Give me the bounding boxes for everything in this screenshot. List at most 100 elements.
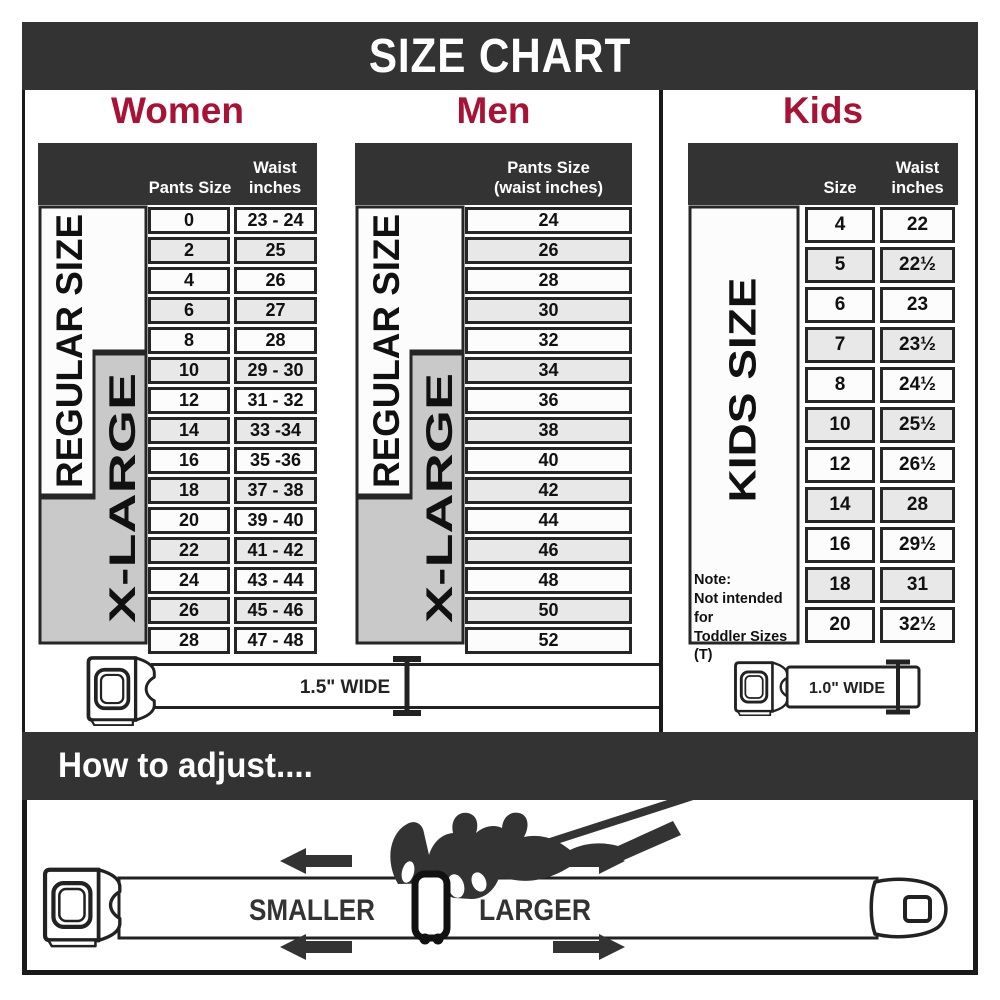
men-size-table: Pants Size (waist inches) REGULAR SIZE X… [355, 143, 632, 654]
table-row: 48 [465, 565, 632, 595]
women-col-waist: Waist inches [248, 159, 302, 198]
table-row: 0 23 - 24 [148, 205, 317, 235]
table-row: 26 45 - 46 [148, 595, 317, 625]
table-cell: 20 [148, 506, 230, 534]
table-cell: 50 [465, 596, 632, 624]
adjustment-illustration-panel: SMALLER LARGER [22, 790, 978, 975]
belt-adjuster-icon [411, 870, 451, 945]
table-cell: 2 [148, 236, 230, 264]
size-tables-panel: Women Men Pants Size Waist inches REGULA… [22, 90, 978, 732]
kids-panel: Kids Size Waist inches KIDS SIZE Note: N… [663, 90, 975, 732]
table-cell: 28 [880, 487, 955, 523]
women-regular-size-label: REGULAR SIZE [49, 214, 90, 488]
table-cell: 28 [148, 626, 230, 654]
table-row: 7 23½ [805, 325, 955, 365]
table-row: 12 26½ [805, 445, 955, 485]
men-table-header: Pants Size (waist inches) [355, 143, 632, 205]
table-cell: 23 - 24 [234, 206, 317, 234]
men-size-range-labels: REGULAR SIZE X-LARGE [355, 205, 465, 645]
table-row: 18 37 - 38 [148, 475, 317, 505]
seatbelt-buckle-icon [45, 870, 120, 946]
table-row: 32 [465, 325, 632, 355]
larger-label: LARGER [479, 894, 591, 927]
table-cell: 7 [805, 327, 875, 363]
table-row: 4 22 [805, 205, 955, 245]
kids-section-title: Kids [782, 90, 864, 131]
table-cell: 18 [148, 476, 230, 504]
table-cell: 26½ [880, 447, 955, 483]
table-cell: 16 [148, 446, 230, 474]
kids-table-header: Size Waist inches [688, 143, 958, 205]
table-cell: 20 [805, 607, 875, 643]
table-row: 38 [465, 415, 632, 445]
table-cell: 32 [465, 326, 632, 354]
table-cell: 5 [805, 247, 875, 283]
table-row: 12 31 - 32 [148, 385, 317, 415]
table-cell: 18 [805, 567, 875, 603]
table-row: 22 41 - 42 [148, 535, 317, 565]
table-cell: 22½ [880, 247, 955, 283]
table-cell: 4 [148, 266, 230, 294]
table-cell: 6 [805, 287, 875, 323]
table-cell: 29 - 30 [234, 356, 317, 384]
table-row: 28 [465, 265, 632, 295]
table-cell: 31 [880, 567, 955, 603]
table-cell: 22 [148, 536, 230, 564]
fingernail-highlight [447, 874, 465, 898]
how-to-adjust-band: How to adjust.... [22, 732, 978, 800]
table-row: 40 [465, 445, 632, 475]
table-cell: 14 [148, 416, 230, 444]
smaller-label: SMALLER [249, 894, 375, 927]
width-measure-icon [886, 659, 910, 715]
table-row: 5 22½ [805, 245, 955, 285]
table-cell: 8 [805, 367, 875, 403]
table-cell: 26 [234, 266, 317, 294]
table-cell: 10 [805, 407, 875, 443]
table-cell: 31 - 32 [234, 386, 317, 414]
table-cell: 30 [465, 296, 632, 324]
table-row: 8 28 [148, 325, 317, 355]
kids-size-label: KIDS SIZE [722, 278, 764, 503]
table-cell: 26 [148, 596, 230, 624]
table-cell: 4 [805, 207, 875, 243]
table-row: 6 23 [805, 285, 955, 325]
table-cell: 33 -34 [234, 416, 317, 444]
kids-col-waist: Waist inches [891, 159, 944, 198]
men-regular-size-label: REGULAR SIZE [366, 214, 407, 488]
women-size-table: Pants Size Waist inches REGULAR SIZE X-L… [38, 143, 317, 654]
table-cell: 12 [148, 386, 230, 414]
table-row: 16 29½ [805, 525, 955, 565]
table-cell: 25½ [880, 407, 955, 443]
table-row: 46 [465, 535, 632, 565]
how-to-adjust-heading: How to adjust.... [58, 746, 313, 785]
table-row: 24 43 - 44 [148, 565, 317, 595]
table-cell: 28 [234, 326, 317, 354]
width-measure-icon [393, 656, 421, 716]
table-cell: 24 [465, 206, 632, 234]
seatbelt-buckle-icon [86, 656, 157, 726]
adult-belt-illustration: 1.5" WIDE [86, 656, 659, 726]
table-cell: 26 [465, 236, 632, 264]
table-cell: 43 - 44 [234, 566, 317, 594]
table-row: 52 [465, 625, 632, 655]
women-table-header: Pants Size Waist inches [38, 143, 317, 205]
table-row: 34 [465, 355, 632, 385]
table-row: 10 25½ [805, 405, 955, 445]
table-row: 16 35 -36 [148, 445, 317, 475]
table-cell: 35 -36 [234, 446, 317, 474]
kids-size-table: Size Waist inches KIDS SIZE Note: Not in… [688, 143, 958, 663]
title-bar: SIZE CHART [22, 22, 978, 90]
table-cell: 16 [805, 527, 875, 563]
table-row: 50 [465, 595, 632, 625]
men-section-title: Men [456, 90, 531, 131]
hand-icon [390, 812, 681, 899]
table-cell: 42 [465, 476, 632, 504]
table-row: 26 [465, 235, 632, 265]
women-section-title: Women [111, 90, 244, 131]
table-cell: 8 [148, 326, 230, 354]
table-cell: 32½ [880, 607, 955, 643]
table-cell: 52 [465, 626, 632, 654]
adult-belt-width-label: 1.5" WIDE [300, 677, 390, 698]
table-cell: 40 [465, 446, 632, 474]
